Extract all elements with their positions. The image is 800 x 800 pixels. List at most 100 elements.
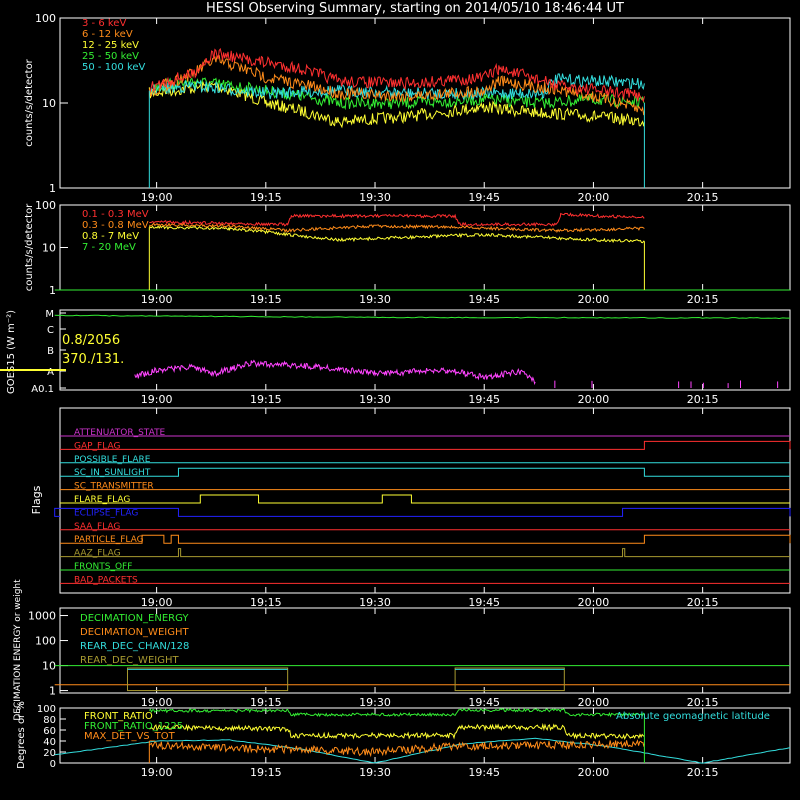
ratio-ytick-label: 20 bbox=[43, 748, 56, 759]
goes-panel-xtick-label: 19:30 bbox=[359, 393, 391, 406]
decim-legend-item: REAR_DEC_WEIGHT bbox=[80, 655, 179, 666]
goes-ytick-label: A bbox=[47, 367, 54, 378]
flags-panel-xtick-label: 20:15 bbox=[687, 596, 719, 609]
ratio-front-line bbox=[149, 722, 645, 741]
ratio-panel-xtick-label: 19:00 bbox=[141, 766, 173, 779]
flag-label: BAD_PACKETS bbox=[74, 575, 138, 585]
flag-label: ECLIPSE_FLAG bbox=[74, 508, 138, 518]
rates-panel-xtick-label: 20:15 bbox=[687, 191, 719, 204]
highe-ytick-label: 100 bbox=[35, 199, 56, 212]
highe-legend-item: 7 - 20 MeV bbox=[82, 242, 136, 253]
highe-legend-item: 0.1 - 0.3 MeV bbox=[82, 209, 149, 220]
decim-panel-xtick-label: 19:30 bbox=[359, 696, 391, 709]
highe-panel-xtick-label: 19:30 bbox=[359, 293, 391, 306]
goes-panel-xtick-label: 19:45 bbox=[468, 393, 500, 406]
flag-label: SC_IN_SUNLIGHT bbox=[74, 468, 151, 478]
rates-legend-item: 25 - 50 keV bbox=[82, 51, 139, 62]
flags-panel-frame bbox=[59, 407, 791, 594]
ratio-front1225-line bbox=[148, 707, 645, 718]
flag-label: FRONTS_OFF bbox=[74, 562, 132, 572]
highe-panel-frame bbox=[59, 204, 791, 291]
decim-legend-item: DECIMATION_ENERGY bbox=[80, 613, 189, 624]
highe-series-line bbox=[149, 212, 645, 228]
goes-annotation: 370./131. bbox=[62, 352, 124, 367]
flag-line bbox=[60, 548, 790, 558]
ratio-legend-item: Absolute geomagnetic latitude bbox=[616, 711, 770, 722]
decim-panel-xtick-label: 19:15 bbox=[250, 696, 282, 709]
flag-label: PARTICLE_FLAG bbox=[74, 535, 144, 545]
rates-series-line bbox=[149, 47, 645, 103]
ratio-ytick-label: 100 bbox=[37, 704, 56, 715]
goes-high-line bbox=[54, 314, 790, 320]
rates-legend-item: 12 - 25 keV bbox=[82, 40, 139, 51]
decim-ylabel: DECIMATION ENERGY or weight bbox=[13, 579, 23, 721]
rates-legend-item: 50 - 100 keV bbox=[82, 62, 146, 73]
flag-line bbox=[54, 507, 791, 517]
decim-legend-item: DECIMATION_WEIGHT bbox=[80, 627, 189, 638]
highe-series-line bbox=[148, 225, 645, 244]
ratio-legend-item: MAX_DET_VS_TOT bbox=[84, 731, 176, 742]
rates-ylabel: counts/s/detector bbox=[24, 58, 35, 146]
rates-series-line bbox=[149, 77, 645, 111]
decim-ytick-label: 10 bbox=[42, 660, 56, 673]
flag-line bbox=[60, 467, 790, 477]
decim-panel-xtick-label: 19:45 bbox=[468, 696, 500, 709]
panels-layer: 19:00 19:15 19:30 19:45 20:00 20:15110100coun… bbox=[0, 12, 791, 779]
goes-ylabel: GOES15 (W m⁻²) bbox=[6, 310, 17, 394]
flags-panel-xtick-label: 20:00 bbox=[578, 596, 610, 609]
chart-title: HESSI Observing Summary, starting on 201… bbox=[206, 1, 624, 16]
flags-panel-xtick-label: 19:15 bbox=[250, 596, 282, 609]
decim-ytick-label: 1000 bbox=[28, 610, 56, 623]
flag-label: FLARE_FLAG bbox=[74, 495, 130, 505]
highe-series-line bbox=[149, 222, 645, 234]
decim-panel-xtick-label: 19:00 bbox=[141, 696, 173, 709]
goes-ytick-label: A0.1 bbox=[31, 384, 54, 395]
highe-legend-item: 0.8 - 7 MeV bbox=[82, 231, 139, 242]
highe-panel-xtick-label: 19:45 bbox=[468, 293, 500, 306]
flag-label: ATTENUATOR_STATE bbox=[74, 428, 166, 438]
flag-label: POSSIBLE_FLARE bbox=[74, 455, 151, 465]
ratio-legend-item: FRONT_RATIO_1225 bbox=[84, 721, 183, 732]
highe-ylabel: counts/s/detector bbox=[24, 203, 35, 291]
decim-ytick-label: 100 bbox=[35, 635, 56, 648]
rates-series-line bbox=[148, 73, 645, 101]
flag-line bbox=[60, 440, 791, 450]
decim-panel-frame bbox=[59, 607, 791, 694]
flags-panel-xtick-label: 19:30 bbox=[359, 596, 391, 609]
rates-legend-item: 3 - 6 keV bbox=[82, 18, 126, 29]
rates-panel-xtick-label: 20:00 bbox=[578, 191, 610, 204]
ratio-legend-item: FRONT_RATIO bbox=[84, 711, 153, 722]
goes-ytick-label: M bbox=[45, 309, 54, 320]
decim-ytick-label: 1 bbox=[49, 685, 56, 698]
ratio-maxdet-line bbox=[148, 739, 645, 758]
highe-panel-xtick-label: 19:15 bbox=[250, 293, 282, 306]
goes-annotation: 0.8/2056 bbox=[62, 333, 120, 348]
flag-label: AAZ_FLAG bbox=[74, 549, 121, 559]
rates-ytick-label: 10 bbox=[42, 97, 56, 110]
highe-panel-xtick-label: 20:00 bbox=[578, 293, 610, 306]
decim-legend-item: REAR_DEC_CHAN/128 bbox=[80, 641, 189, 652]
goes-ytick-label: B bbox=[47, 346, 54, 357]
highe-legend-item: 0.3 - 0.8 MeV bbox=[82, 220, 149, 231]
ratio-ytick-label: 80 bbox=[43, 715, 56, 726]
ratio-panel-xtick-label: 19:30 bbox=[359, 766, 391, 779]
flag-line bbox=[60, 534, 791, 544]
highe-ytick-label: 10 bbox=[42, 242, 56, 255]
flag-label: SAA_FLAG bbox=[74, 522, 120, 532]
ratio-ytick-label: 0 bbox=[50, 759, 56, 770]
ratio-panel-frame bbox=[59, 707, 791, 764]
ratio-geomag-line bbox=[54, 737, 791, 764]
flag-line bbox=[60, 494, 790, 504]
decim-panel-xtick-label: 20:00 bbox=[578, 696, 610, 709]
ratio-panel-xtick-label: 20:15 bbox=[687, 766, 719, 779]
flags-panel-xtick-label: 19:00 bbox=[141, 596, 173, 609]
decim-rear-weight-box bbox=[454, 667, 565, 692]
goes-panel-xtick-label: 19:15 bbox=[250, 393, 282, 406]
rates-ytick-label: 100 bbox=[35, 12, 56, 25]
highe-panel-xtick-label: 20:15 bbox=[687, 293, 719, 306]
rates-ytick-label: 1 bbox=[49, 182, 56, 195]
goes-panel-frame bbox=[59, 309, 791, 391]
ratio-panel-xtick-label: 19:45 bbox=[468, 766, 500, 779]
flag-label: GAP_FLAG bbox=[74, 441, 120, 451]
